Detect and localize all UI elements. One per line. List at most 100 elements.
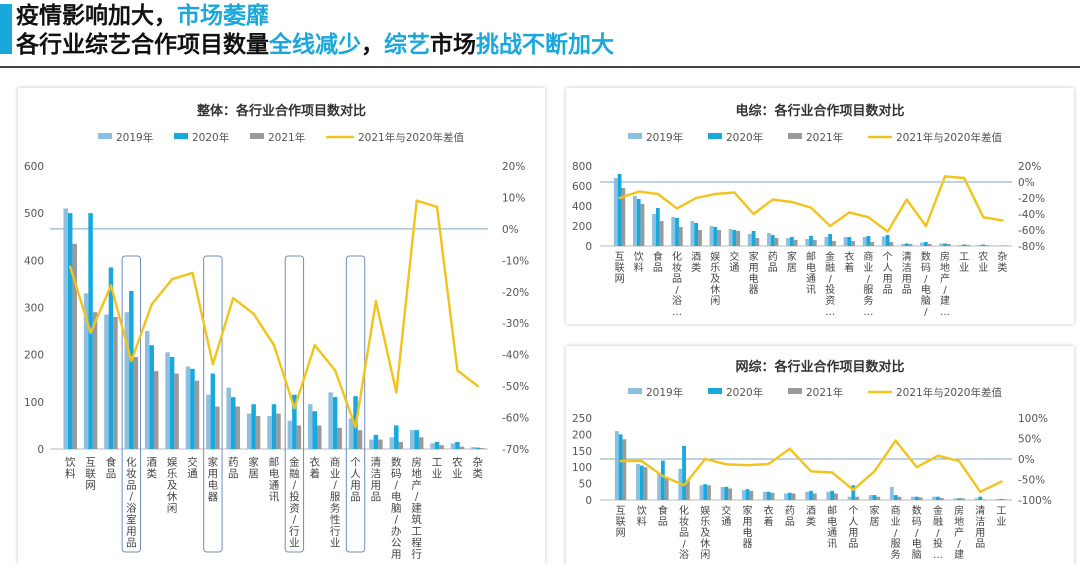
bar-2019 [308,404,313,449]
bar-2021 [235,406,240,449]
legend-swatch-2020 [174,133,188,139]
x-tick-label: 农业 [978,250,988,274]
x-tick-label: 饮料 [637,504,647,528]
bar-2021 [174,373,179,449]
diff-point [191,271,194,275]
bar-2019 [762,491,767,500]
diff-point [788,447,792,450]
x-tick-label: 房地产/建… [954,504,964,564]
bar-2019 [901,244,905,246]
bar-2021 [255,415,261,449]
bar-2021 [855,496,860,500]
diff-point [354,425,357,429]
bar-2021 [707,485,711,500]
diff-point [943,175,947,178]
x-tick-label: 食品 [658,504,668,528]
bar-2021 [908,244,913,246]
bar-2021 [851,241,855,246]
y-tick-label: 200 [572,429,592,441]
x-tick-label: 邮电通讯 [269,456,280,504]
x-tick-label: 酒类 [806,505,816,528]
legend-label: 2021年与2020年差值 [358,131,464,144]
title-text: 各行业综艺合作项目数量 [16,32,269,58]
bar-2020 [639,465,644,500]
bar-2019 [369,439,374,449]
x-tick-label: 工业 [959,252,969,274]
bar-2020 [787,492,792,500]
y2-tick-label: -20% [502,287,529,299]
bar-2020 [851,485,856,500]
y2-tick-label: 100% [1018,413,1048,425]
bar-2021 [194,380,200,449]
diff-point [790,200,794,204]
y2-tick-label: -50% [1018,475,1045,487]
bar-2020 [978,496,983,500]
bar-2021 [357,430,363,449]
bar-2019 [633,196,637,246]
bar-2020 [332,397,338,449]
bar-2019 [932,496,937,500]
bar-2019 [786,238,790,246]
diff-point [150,303,153,306]
diff-point [873,470,876,473]
bar-2019 [104,314,109,449]
diff-point [640,459,643,463]
bar-2019 [741,490,746,500]
bar-2019 [747,234,752,246]
bar-2020 [149,345,154,449]
bar-2019 [996,245,1001,246]
y-tick-label: 0 [585,495,592,507]
bar-2021 [459,446,465,449]
x-tick-label: 酒类 [691,251,701,274]
bar-2019 [63,208,68,449]
bar-2021 [717,230,721,246]
x-tick-label: 杂类 [997,251,1007,274]
legend-label: 2019年 [646,131,683,144]
y2-tick-label: 0% [1018,177,1035,189]
bar-2020 [703,484,708,500]
bar-2020 [434,441,440,449]
x-tick-label: 商业/服务性行业 [330,456,341,550]
diff-point [886,230,889,233]
title-text: 市场 [430,32,476,58]
y2-tick-label: -40% [1018,209,1045,221]
bar-2021 [832,241,836,246]
x-tick-label: 交通 [187,456,198,481]
highlight-box [203,255,223,553]
bar-2020 [999,499,1004,500]
bar-2019 [226,387,231,449]
title-line-1: 疫情影响加大，市场萎靡 [16,2,1076,31]
bar-2020 [830,490,835,500]
diff-point [415,199,418,202]
bar-2020 [1000,245,1005,246]
bar-2019 [881,236,886,246]
bar-2019 [920,242,924,246]
diff-point [828,224,832,228]
diff-point [272,344,276,347]
bar-2021 [398,441,404,449]
bar-2021 [659,221,664,246]
x-tick-label: 衣着 [310,456,321,481]
x-tick-label: 金融/投… [933,504,943,561]
y-tick-label: 800 [572,161,592,173]
bar-2020 [828,234,833,246]
bar-2019 [977,245,982,246]
x-tick-label: 食品 [106,456,117,481]
diff-point [982,216,985,219]
diff-point [809,206,813,209]
y2-tick-label: -30% [502,318,529,330]
bar-2019 [83,293,89,449]
diff-point [252,312,255,315]
title-line-2: 各行业综艺合作项目数量全线减少，综艺市场挑战不断加大 [16,31,1076,60]
x-tick-label: 娱乐及休闲 [167,456,178,515]
x-tick-label: 互联网 [85,457,96,492]
diff-point [619,459,622,463]
diff-point [313,344,316,347]
diff-point [915,466,918,469]
bar-2019 [805,491,810,500]
bar-2021 [72,243,77,449]
title-highlight: 挑战不断加大 [476,32,614,58]
bar-2019 [690,221,695,246]
legend-label: 2021年与2020年差值 [896,386,1002,399]
bar-2021 [946,244,951,246]
